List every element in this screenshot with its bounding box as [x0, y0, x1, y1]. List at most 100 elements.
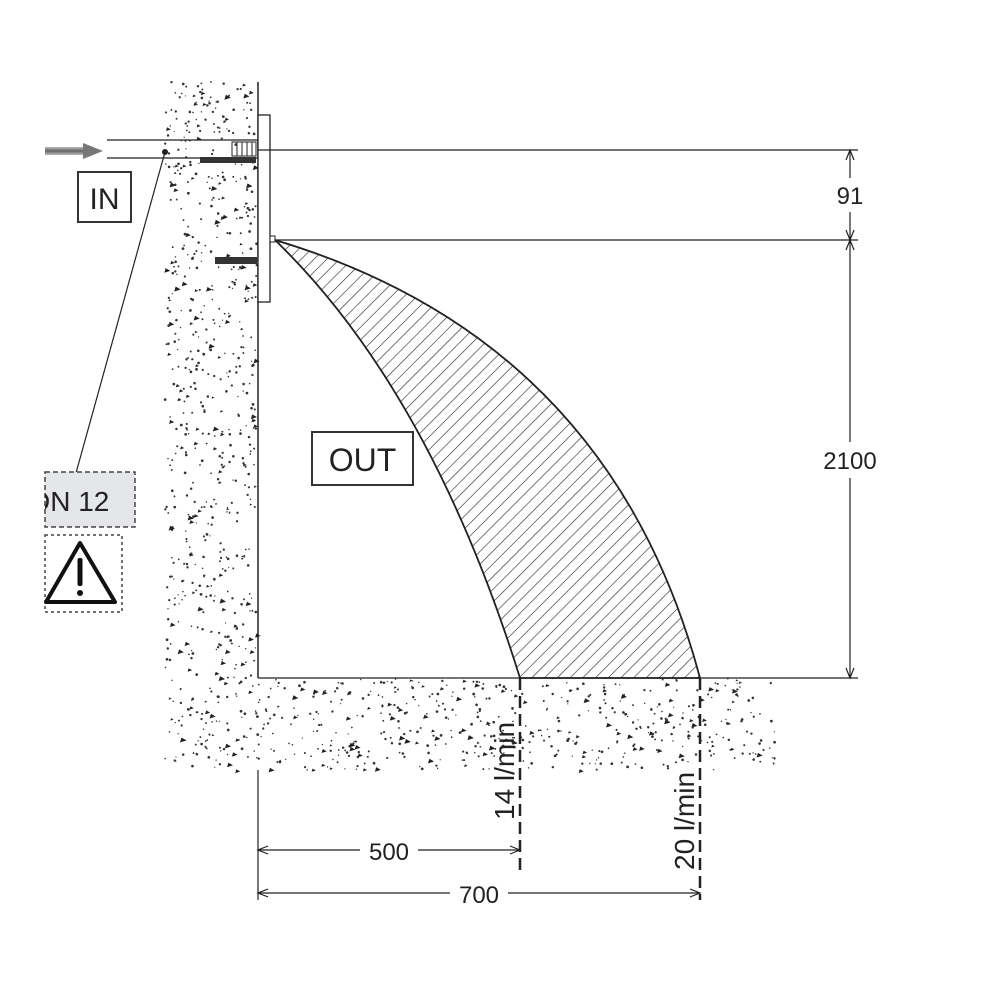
- concrete-aggregate: [387, 702, 393, 707]
- concrete-speck: [177, 338, 180, 341]
- concrete-speck: [472, 680, 475, 683]
- concrete-aggregate: [602, 689, 608, 693]
- concrete-speck: [236, 511, 239, 514]
- concrete-speck: [331, 710, 334, 713]
- concrete-aggregate: [187, 515, 194, 521]
- concrete-speck: [171, 368, 174, 371]
- concrete-speck: [189, 713, 192, 717]
- concrete-speck: [187, 120, 190, 123]
- concrete-speck: [255, 712, 258, 715]
- concrete-speck: [210, 472, 212, 475]
- concrete-speck: [194, 563, 196, 566]
- concrete-speck: [269, 687, 272, 690]
- concrete-speck: [203, 505, 206, 509]
- concrete-speck: [661, 710, 663, 713]
- concrete-speck: [167, 512, 170, 514]
- concrete-speck: [481, 687, 485, 690]
- concrete-speck: [720, 720, 723, 723]
- concrete-speck: [246, 214, 250, 218]
- concrete-speck: [167, 324, 171, 328]
- concrete-speck: [212, 577, 216, 581]
- concrete-speck: [768, 747, 771, 749]
- concrete-speck: [174, 260, 177, 264]
- concrete-speck: [200, 111, 203, 113]
- concrete-speck: [205, 595, 208, 598]
- concrete-speck: [550, 744, 553, 748]
- concrete-speck: [223, 178, 227, 182]
- concrete-speck: [256, 756, 258, 759]
- concrete-speck: [598, 706, 602, 710]
- concrete-speck: [367, 693, 370, 697]
- concrete-speck: [291, 743, 294, 746]
- concrete-speck: [174, 110, 177, 113]
- concrete-speck: [434, 744, 437, 746]
- concrete-speck: [239, 429, 242, 431]
- concrete-aggregate: [165, 127, 171, 131]
- concrete-speck: [169, 181, 172, 184]
- concrete-speck: [221, 451, 224, 454]
- concrete-speck: [219, 378, 222, 381]
- concrete-speck: [330, 739, 333, 742]
- concrete-speck: [211, 721, 213, 723]
- concrete-speck: [180, 92, 183, 95]
- concrete-speck: [724, 684, 727, 687]
- concrete-speck: [177, 620, 180, 623]
- arrow-right-icon: [45, 143, 103, 159]
- concrete-speck: [482, 682, 485, 685]
- concrete-speck: [248, 443, 252, 446]
- concrete-aggregate: [243, 93, 250, 99]
- concrete-aggregate: [415, 741, 420, 745]
- concrete-speck: [192, 481, 194, 484]
- concrete-speck: [198, 288, 201, 291]
- concrete-speck: [622, 711, 625, 714]
- concrete-aggregate: [268, 767, 275, 773]
- concrete-speck: [418, 705, 420, 707]
- concrete-speck: [205, 328, 208, 331]
- concrete-speck: [250, 360, 253, 362]
- concrete-speck: [643, 702, 646, 705]
- concrete-speck: [632, 704, 634, 707]
- concrete-speck: [225, 695, 229, 699]
- concrete-speck: [288, 742, 290, 745]
- concrete-speck: [257, 701, 260, 704]
- concrete-speck: [216, 478, 220, 481]
- concrete-speck: [248, 208, 251, 212]
- concrete-speck: [218, 198, 220, 200]
- concrete-speck: [329, 749, 332, 752]
- concrete-speck: [243, 555, 246, 557]
- concrete-speck: [229, 443, 232, 447]
- concrete-speck: [210, 152, 214, 156]
- concrete-speck: [512, 720, 514, 723]
- concrete-speck: [235, 554, 239, 557]
- concrete-speck: [773, 740, 776, 744]
- concrete-speck: [254, 349, 256, 352]
- concrete-speck: [190, 656, 193, 660]
- concrete-speck: [191, 581, 194, 585]
- concrete-aggregate: [193, 514, 199, 518]
- concrete-aggregate: [731, 700, 736, 704]
- concrete-speck: [710, 696, 713, 699]
- concrete-speck: [244, 484, 247, 487]
- concrete-aggregate: [345, 716, 352, 721]
- concrete-speck: [354, 740, 358, 743]
- concrete-speck: [443, 708, 447, 711]
- concrete-speck: [221, 466, 224, 469]
- horizontal-dimension-500: [256, 845, 522, 855]
- concrete-aggregate: [367, 706, 371, 710]
- concrete-aggregate: [667, 712, 674, 718]
- concrete-speck: [251, 296, 254, 299]
- concrete-aggregate: [657, 748, 663, 753]
- concrete-speck: [195, 522, 198, 524]
- concrete-speck: [575, 741, 578, 744]
- concrete-speck: [226, 676, 229, 679]
- concrete-speck: [687, 730, 690, 733]
- concrete-speck: [482, 768, 485, 771]
- concrete-speck: [441, 679, 444, 683]
- concrete-aggregate: [218, 470, 223, 474]
- concrete-aggregate: [187, 668, 193, 672]
- concrete-speck: [245, 117, 248, 120]
- concrete-aggregate: [231, 752, 238, 757]
- concrete-speck: [199, 464, 201, 466]
- concrete-speck: [203, 409, 206, 412]
- concrete-speck: [234, 163, 237, 165]
